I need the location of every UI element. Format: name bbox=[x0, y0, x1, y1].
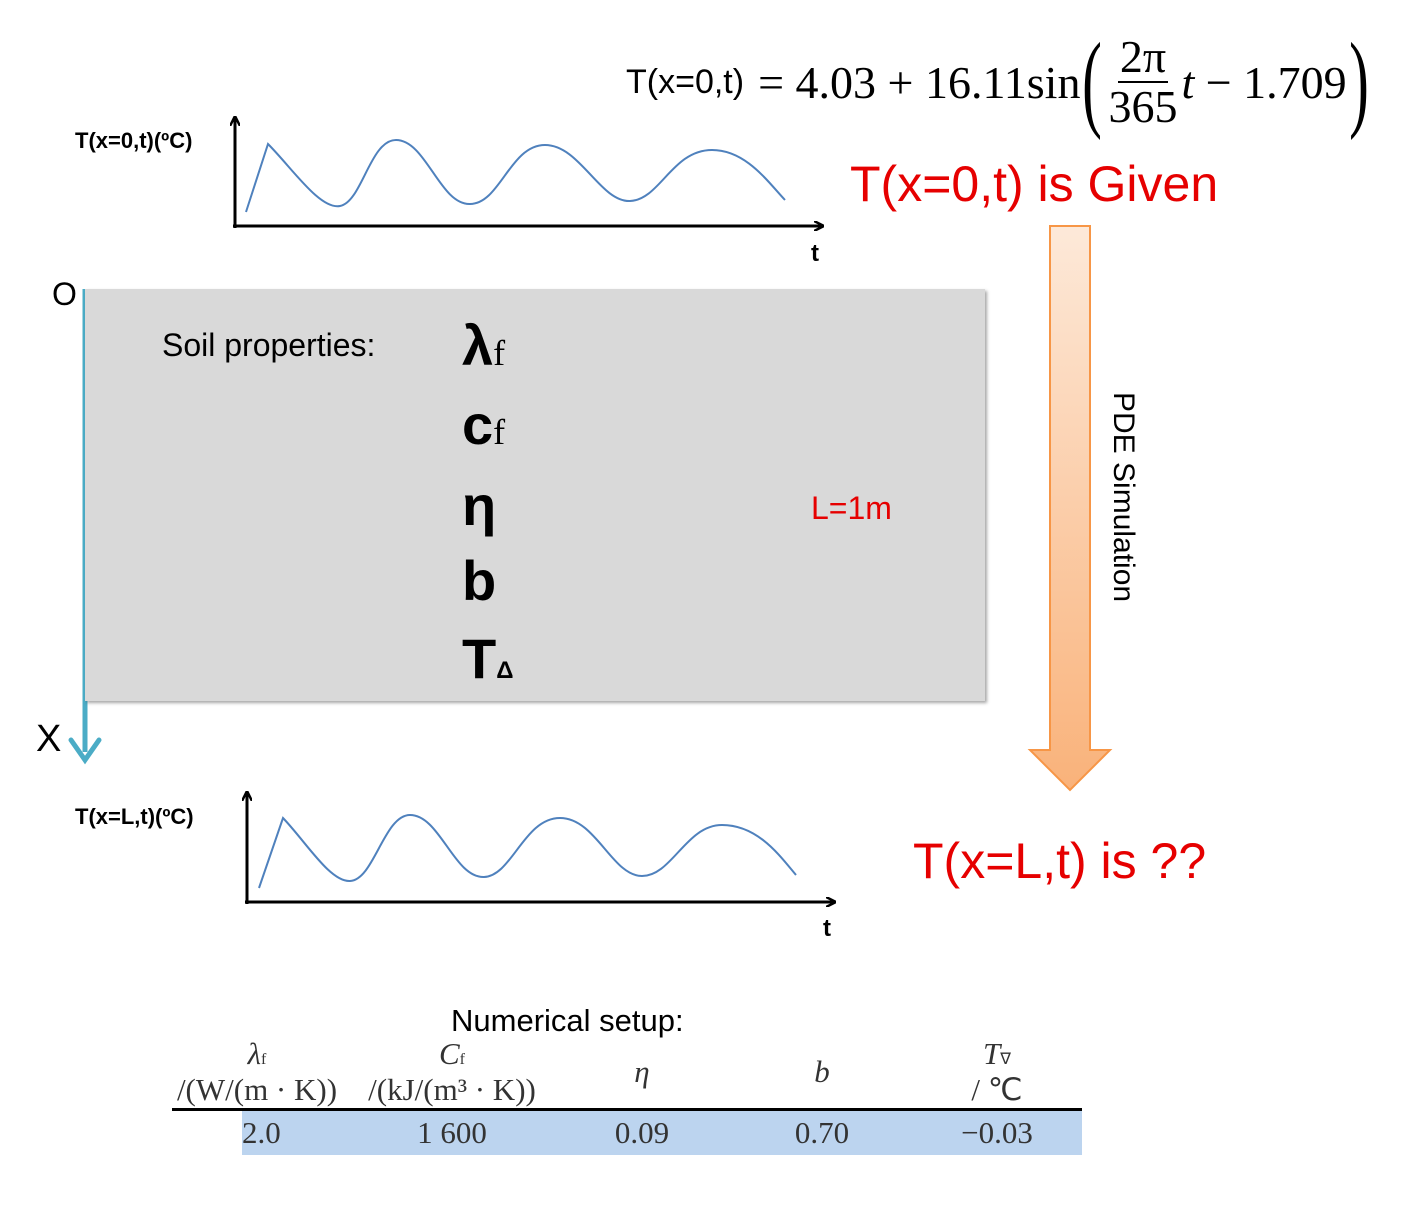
origin-label: O bbox=[52, 276, 77, 312]
table-header-units: /(W/(m · K)) /(kJ/(m³ · K)) / ℃ bbox=[172, 1072, 1082, 1111]
table-header-symbols: λf Cf η b T∇ bbox=[172, 1036, 1082, 1111]
value-c: 1 600 bbox=[352, 1109, 552, 1155]
prop-c-sub: f bbox=[493, 412, 506, 452]
prop-t-symbol: T bbox=[462, 627, 497, 690]
value-t: −0.03 bbox=[912, 1109, 1082, 1155]
equation-variable: t bbox=[1181, 56, 1195, 108]
prop-t-delta: TΔ bbox=[462, 631, 513, 687]
unit-c: /(kJ/(m³ · K)) bbox=[352, 1072, 552, 1111]
top-plot-curve bbox=[245, 138, 786, 213]
prop-b: b bbox=[462, 553, 496, 609]
bottom-plot-xlabel: t bbox=[823, 915, 831, 942]
equation-amplitude: 16.11 bbox=[924, 56, 1027, 108]
header-t: T∇ bbox=[983, 1036, 1011, 1071]
equation-constant: 4.03 bbox=[795, 56, 877, 108]
equation-rhs: = 4.03 + 16.11 sin ( 2π 365 t − 1.709 ) bbox=[758, 28, 1371, 136]
equation-phase: 1.709 bbox=[1243, 56, 1347, 108]
prop-c: cf bbox=[462, 397, 505, 453]
prop-lambda: λf bbox=[462, 318, 505, 374]
bottom-plot-axes bbox=[245, 793, 834, 904]
prop-lambda-sub: f bbox=[493, 333, 506, 373]
header-lambda: λf bbox=[247, 1036, 267, 1071]
bottom-plot-curve bbox=[258, 813, 797, 889]
pde-arrow bbox=[1027, 225, 1113, 792]
given-text: T(x=0,t) is Given bbox=[850, 156, 1219, 212]
equation-fraction: 2π 365 bbox=[1108, 30, 1178, 132]
bottom-plot-ylabel: T(x=L,t)(ºC) bbox=[75, 804, 194, 829]
right-paren: ) bbox=[1348, 22, 1369, 141]
fraction-numerator: 2π bbox=[1117, 30, 1169, 83]
table-row: 2.0 1 600 0.09 0.70 −0.03 bbox=[172, 1109, 1082, 1155]
top-plot-ylabel: T(x=0,t)(ºC) bbox=[75, 128, 193, 153]
header-c: Cf bbox=[438, 1036, 465, 1071]
equation-equals: = bbox=[758, 56, 785, 108]
value-b: 0.70 bbox=[732, 1109, 912, 1155]
prop-t-sub: Δ bbox=[496, 657, 514, 684]
prop-lambda-symbol: λ bbox=[462, 314, 494, 377]
numerical-setup-title: Numerical setup: bbox=[451, 1003, 684, 1038]
top-plot-xlabel: t bbox=[811, 240, 819, 267]
numerical-setup-table: λf Cf η b T∇ /(W/(m · K)) /(kJ/(m³ · K))… bbox=[172, 1036, 1082, 1155]
left-paren: ( bbox=[1082, 22, 1103, 141]
header-b: b bbox=[732, 1036, 912, 1111]
soil-properties-label: Soil properties: bbox=[162, 327, 376, 363]
pde-simulation-label: PDE Simulation bbox=[1107, 392, 1140, 603]
header-eta: η bbox=[552, 1036, 732, 1111]
x-axis-label: X bbox=[36, 718, 62, 760]
unit-t: / ℃ bbox=[912, 1072, 1082, 1111]
soil-column bbox=[85, 289, 985, 701]
unknown-text: T(x=L,t) is ?? bbox=[913, 833, 1207, 889]
equation-minus: − bbox=[1205, 56, 1232, 108]
value-eta: 0.09 bbox=[552, 1109, 732, 1155]
equation-plus: + bbox=[887, 56, 914, 108]
length-label: L=1m bbox=[811, 490, 892, 526]
prop-b-symbol: b bbox=[462, 549, 497, 612]
prop-c-symbol: c bbox=[462, 393, 494, 456]
unit-lambda: /(W/(m · K)) bbox=[172, 1072, 352, 1111]
value-lambda: 2.0 bbox=[172, 1109, 352, 1155]
top-plot-axes bbox=[233, 118, 822, 228]
depth-axis-arrowhead bbox=[68, 737, 102, 765]
equation-sin: sin bbox=[1026, 56, 1081, 108]
equation-lhs: T(x=0,t) bbox=[626, 62, 745, 101]
prop-eta-symbol: η bbox=[462, 474, 497, 537]
prop-eta: η bbox=[462, 478, 496, 534]
boundary-equation: T(x=0,t) = 4.03 + 16.11 sin ( 2π 365 t − … bbox=[626, 28, 1371, 136]
fraction-denominator: 365 bbox=[1108, 81, 1178, 132]
